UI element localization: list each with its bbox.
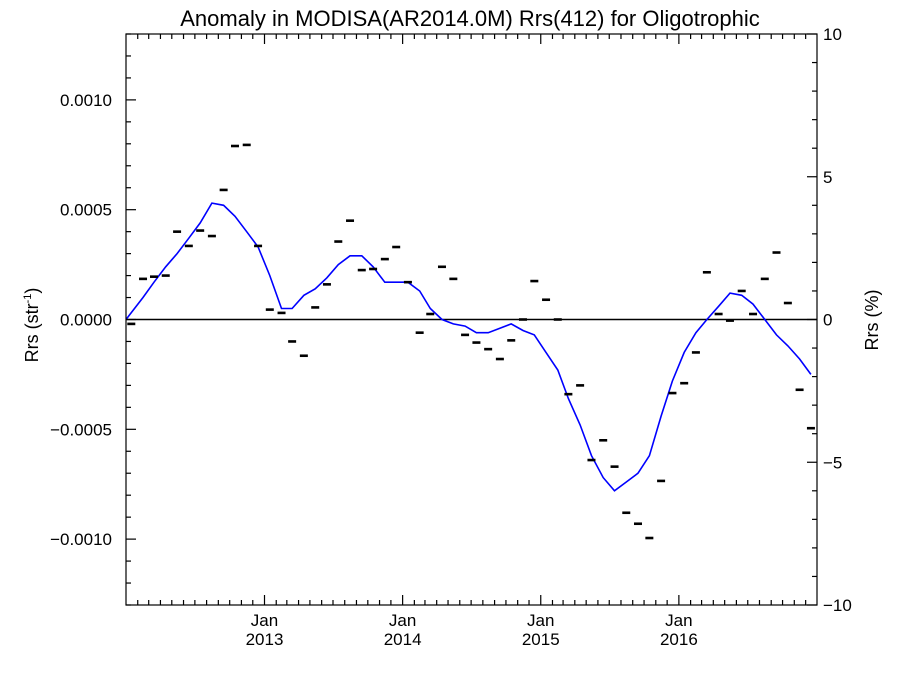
right-tick-label: 10 [823, 25, 842, 44]
x-tick-label-year: 2014 [384, 630, 422, 649]
left-axis-label-main: Rrs (str [22, 303, 42, 362]
chart-title: Anomaly in MODISA(AR2014.0M) Rrs(412) fo… [180, 6, 760, 31]
left-tick-label: 0.0000 [60, 311, 112, 330]
right-tick-label: −5 [823, 453, 842, 472]
left-tick-label: −0.0005 [50, 420, 112, 439]
right-axis-label: Rrs (%) [862, 290, 882, 351]
right-y-axis: 10 5 0 −5 −10 [807, 25, 852, 615]
x-tick-label-year: 2016 [660, 630, 698, 649]
x-tick-label-month: Jan [665, 611, 692, 630]
anomaly-line-layer [125, 202, 812, 492]
left-tick-label: 0.0005 [60, 201, 112, 220]
x-tick-label-year: 2013 [246, 630, 284, 649]
marker-layer [127, 143, 815, 540]
left-tick-label: 0.0010 [60, 91, 112, 110]
left-axis-label-sup: -1 [22, 294, 34, 304]
left-tick-label: −0.0010 [50, 530, 112, 549]
x-tick-label-month: Jan [527, 611, 554, 630]
left-y-axis: 0.0010 0.0005 0.0000 −0.0005 −0.0010 [50, 33, 136, 606]
left-axis-label-close: ) [22, 288, 42, 294]
x-tick-label-year: 2015 [522, 630, 560, 649]
anomaly-line [125, 202, 812, 492]
left-axis-label: Rrs (str-1) [22, 288, 42, 363]
x-tick-label-month: Jan [389, 611, 416, 630]
right-tick-label: 5 [823, 168, 832, 187]
x-tick-label-month: Jan [251, 611, 278, 630]
right-tick-label: −10 [823, 596, 852, 615]
right-tick-label: 0 [823, 311, 832, 330]
